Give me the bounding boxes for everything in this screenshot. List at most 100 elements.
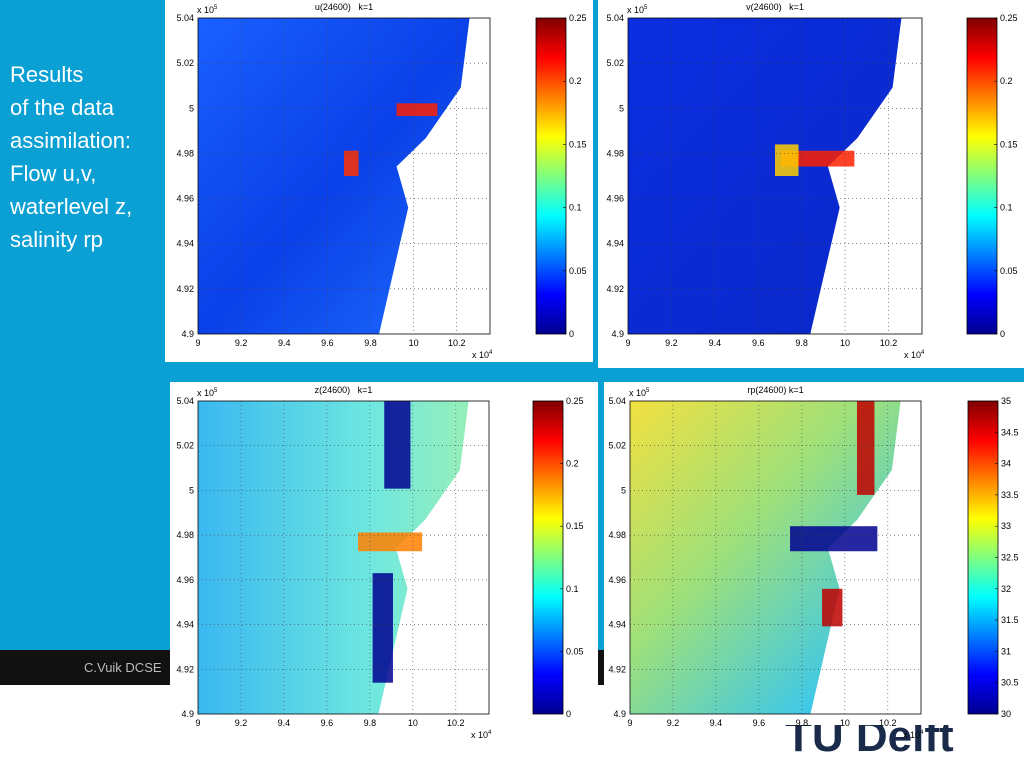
x-tick-label: 9.4 xyxy=(278,338,291,348)
x-scale-base: x 10 xyxy=(472,350,489,360)
y-tick-label: 5.04 xyxy=(608,396,626,406)
panel-title: v(24600) k=1 xyxy=(746,2,804,12)
colorbar-tick-label: 30 xyxy=(1001,709,1011,719)
colorbar-tick-label: 30.5 xyxy=(1001,678,1019,688)
x-scale-label: x 104 xyxy=(472,350,493,360)
field-feature xyxy=(856,401,875,495)
colorbar xyxy=(967,400,999,715)
y-tick-label: 4.98 xyxy=(176,530,194,540)
colorbar-tick-label: 0 xyxy=(566,709,571,719)
y-tick-label: 5 xyxy=(621,485,626,495)
axes-frame xyxy=(627,17,923,335)
y-tick-label: 4.94 xyxy=(176,620,194,630)
y-tick-label: 5.04 xyxy=(606,13,624,23)
colorbar-tick-label: 0.25 xyxy=(569,13,587,23)
slide-text-line: Results xyxy=(10,62,84,87)
y-tick-label: 4.98 xyxy=(176,148,194,158)
x-tick-label: 9.2 xyxy=(667,718,680,728)
y-tick-label: 5.02 xyxy=(176,441,194,451)
colorbar-tick-label: 0.15 xyxy=(1000,139,1018,149)
colorbar xyxy=(532,400,564,715)
x-tick-label: 10 xyxy=(409,338,419,348)
colorbar-tick-label: 0.25 xyxy=(1000,13,1018,23)
y-tick-label: 4.96 xyxy=(176,575,194,585)
x-tick-label: 9.2 xyxy=(235,718,248,728)
x-tick-label: 9.8 xyxy=(795,338,808,348)
panel-title: z(24600) k=1 xyxy=(315,385,373,395)
x-scale-label: x 104 xyxy=(904,350,925,360)
colorbar-tick-label: 32.5 xyxy=(1001,553,1019,563)
y-scale-exp: 5 xyxy=(644,5,648,11)
x-tick-label: 9.4 xyxy=(710,718,723,728)
y-scale-label: x 105 xyxy=(197,388,218,398)
x-tick-label: 9.8 xyxy=(364,338,377,348)
x-scale-label: x 104 xyxy=(471,730,492,740)
y-tick-label: 4.96 xyxy=(176,194,194,204)
x-scale-exp: 4 xyxy=(920,730,924,736)
slide-text: Results of the data assimilation: Flow u,v,… xyxy=(10,58,132,256)
slide-text-line: of the data xyxy=(10,95,114,120)
x-tick-label: 9.6 xyxy=(753,718,766,728)
x-scale-exp: 4 xyxy=(489,350,493,356)
colorbar-tick-label: 0.1 xyxy=(1000,203,1013,213)
y-scale-label: x 105 xyxy=(627,5,648,15)
y-tick-label: 5.04 xyxy=(176,396,194,406)
colorbar-tick-label: 0.15 xyxy=(566,521,584,531)
x-tick-label: 10 xyxy=(840,718,850,728)
y-scale-base: x 10 xyxy=(197,5,214,15)
x-scale-base: x 10 xyxy=(903,730,920,740)
y-tick-label: 4.92 xyxy=(176,664,194,674)
field-feature xyxy=(372,573,393,683)
y-tick-label: 4.9 xyxy=(181,709,194,719)
x-tick-label: 9 xyxy=(627,718,632,728)
x-tick-label: 9.4 xyxy=(709,338,722,348)
x-tick-label: 9.4 xyxy=(278,718,291,728)
axes-frame xyxy=(197,17,491,335)
field-feature xyxy=(358,532,423,552)
footer-text: C.Vuik DCSE xyxy=(84,660,162,675)
x-tick-label: 10.2 xyxy=(448,338,466,348)
x-tick-label: 9 xyxy=(195,718,200,728)
y-tick-label: 5 xyxy=(189,485,194,495)
field-feature xyxy=(790,526,878,552)
colorbar-tick-label: 0.05 xyxy=(1000,266,1018,276)
y-scale-base: x 10 xyxy=(627,5,644,15)
land-area xyxy=(378,401,489,714)
y-tick-label: 4.96 xyxy=(606,194,624,204)
colorbar-tick-label: 0.25 xyxy=(566,396,584,406)
y-scale-exp: 5 xyxy=(214,5,218,11)
y-tick-label: 4.98 xyxy=(606,148,624,158)
x-tick-label: 10 xyxy=(408,718,418,728)
colorbar-tick-label: 34 xyxy=(1001,459,1011,469)
y-tick-label: 4.92 xyxy=(606,284,624,294)
colorbar-tick-label: 0 xyxy=(1000,329,1005,339)
panel-title: u(24600) k=1 xyxy=(315,2,373,12)
y-tick-label: 5.04 xyxy=(176,13,194,23)
x-scale-exp: 4 xyxy=(921,350,925,356)
y-tick-label: 4.9 xyxy=(613,709,626,719)
x-tick-label: 9.8 xyxy=(796,718,809,728)
x-scale-base: x 10 xyxy=(471,730,488,740)
x-tick-label: 9 xyxy=(625,338,630,348)
land-area xyxy=(810,401,921,714)
panel-title: rp(24600) k=1 xyxy=(747,385,803,395)
colorbar-tick-label: 0.05 xyxy=(566,646,584,656)
land-area xyxy=(379,18,490,334)
colorbar-tick-label: 31.5 xyxy=(1001,615,1019,625)
colorbar-tick-label: 32 xyxy=(1001,584,1011,594)
colorbar-tick-label: 0.05 xyxy=(569,266,587,276)
colorbar-tick-label: 31 xyxy=(1001,646,1011,656)
y-tick-label: 5.02 xyxy=(606,58,624,68)
colorbar-tick-label: 33.5 xyxy=(1001,490,1019,500)
y-tick-label: 4.96 xyxy=(608,575,626,585)
x-tick-label: 9.8 xyxy=(364,718,377,728)
y-tick-label: 4.94 xyxy=(608,620,626,630)
colorbar xyxy=(966,17,998,335)
colorbar-tick-label: 0.15 xyxy=(569,139,587,149)
y-scale-base: x 10 xyxy=(197,388,214,398)
y-tick-label: 4.9 xyxy=(181,329,194,339)
x-tick-label: 9.6 xyxy=(321,338,334,348)
y-tick-label: 4.98 xyxy=(608,530,626,540)
x-tick-label: 9.6 xyxy=(321,718,334,728)
